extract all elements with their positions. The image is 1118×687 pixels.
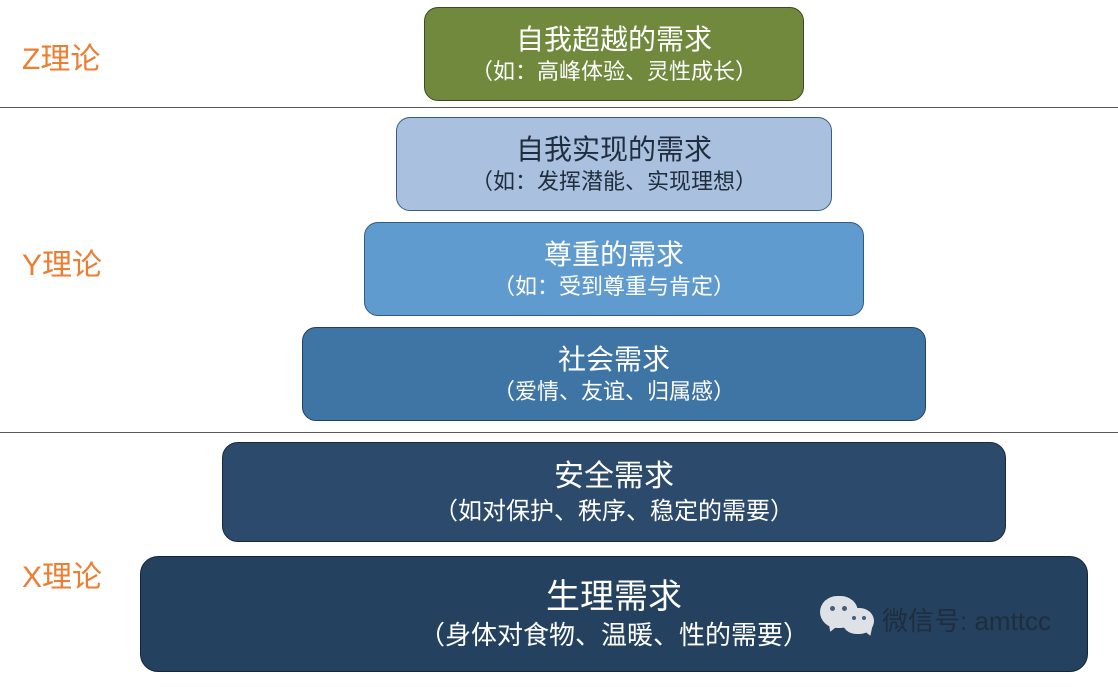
- level-subtitle-physiological: （身体对食物、温暖、性的需要）: [419, 619, 809, 653]
- level-title-safety: 安全需求: [554, 457, 674, 496]
- theory-label-x: X理论: [22, 552, 102, 596]
- level-safety: 安全需求（如对保护、秩序、稳定的需要）: [222, 442, 1006, 542]
- wechat-eye: [842, 606, 847, 611]
- wechat-bubble-small-tail: [863, 627, 875, 638]
- theory-label-z: Z理论: [22, 34, 100, 78]
- level-social: 社会需求（爱情、友谊、归属感）: [302, 327, 926, 421]
- level-title-social: 社会需求: [558, 342, 670, 378]
- level-title-physiological: 生理需求: [546, 575, 682, 619]
- level-esteem: 尊重的需求（如：受到尊重与肯定）: [364, 222, 864, 316]
- level-subtitle-esteem: （如：受到尊重与肯定）: [493, 273, 735, 302]
- section-divider-0: [0, 107, 1118, 108]
- level-self-actualization: 自我实现的需求（如：发挥潜能、实现理想）: [396, 117, 832, 211]
- wechat-eye: [862, 616, 866, 620]
- watermark: 微信号: amttcc: [820, 596, 1051, 642]
- section-divider-1: [0, 432, 1118, 433]
- watermark-text: 微信号: amttcc: [882, 601, 1051, 638]
- diagram-canvas: Z理论 Y理论 X理论 自我超越的需求（如：高峰体验、灵性成长） 自我实现的需求（如：发…: [0, 0, 1118, 687]
- level-transcendence: 自我超越的需求（如：高峰体验、灵性成长）: [424, 7, 804, 101]
- level-subtitle-self-actualization: （如：发挥潜能、实现理想）: [471, 168, 757, 197]
- wechat-icon: [820, 596, 876, 642]
- level-title-transcendence: 自我超越的需求: [516, 22, 712, 58]
- level-title-self-actualization: 自我实现的需求: [516, 132, 712, 168]
- level-subtitle-transcendence: （如：高峰体验、灵性成长）: [471, 58, 757, 87]
- wechat-eye: [830, 606, 835, 611]
- level-title-esteem: 尊重的需求: [544, 237, 684, 273]
- level-subtitle-social: （爱情、友谊、归属感）: [493, 378, 735, 407]
- theory-label-y: Y理论: [22, 240, 102, 284]
- level-subtitle-safety: （如对保护、秩序、稳定的需要）: [434, 496, 794, 527]
- wechat-eye: [852, 616, 856, 620]
